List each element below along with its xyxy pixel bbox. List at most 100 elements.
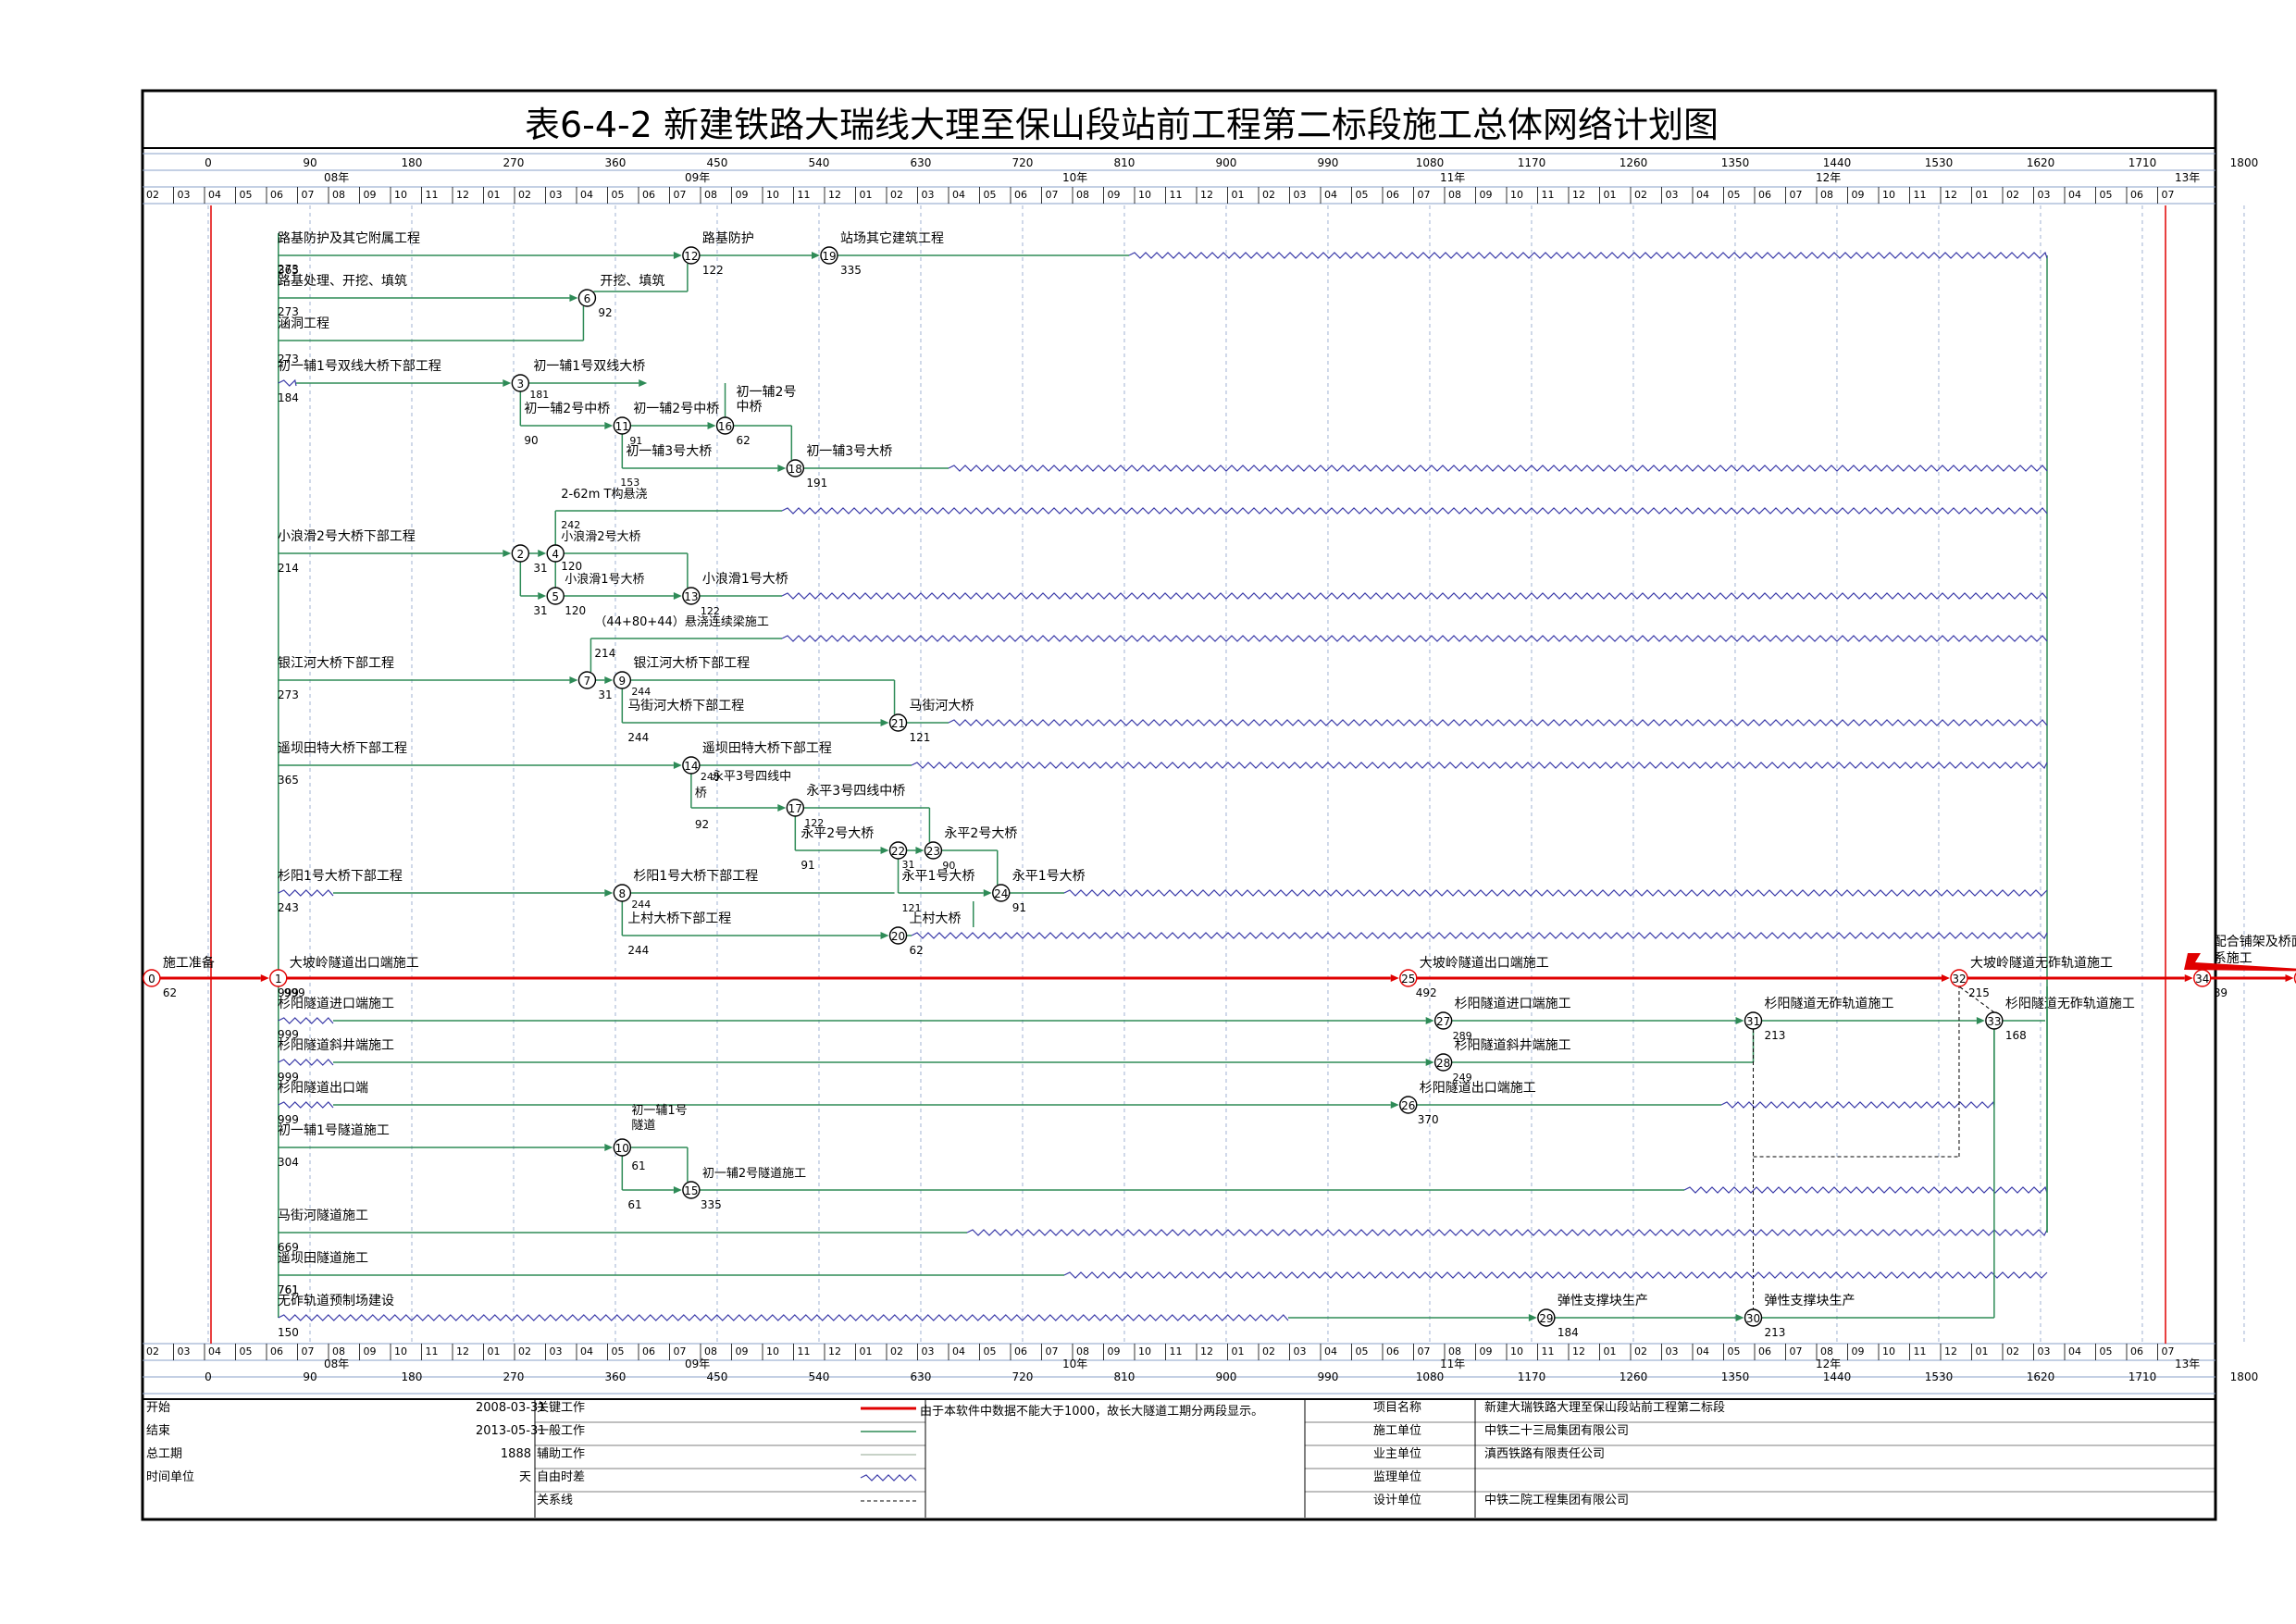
dur-lj1-top: 273 [278,263,299,276]
header-timeline-month-label: 03 [550,189,563,201]
footer-timeline-day-tick: 1080 [1416,1370,1445,1383]
dur-tg: 153 [620,477,639,489]
footer-timeline-day-tick: 1170 [1518,1370,1546,1383]
header-timeline-day-tick: 1350 [1721,156,1750,169]
work-label-work_c1: 初一辅1号双线大桥下部工程 [278,358,441,374]
work-label-work_30: 弹性支撑块生产 [1765,1294,1855,1308]
footer-timeline-month-label: 06 [642,1345,655,1357]
work-label-work_11a: 初一辅2号中桥 [633,401,719,416]
legend-note: 由于本软件中数据不能大于1000，故长大隧道工期分两段显示。 [920,1405,1264,1419]
footer-timeline-month-label: 11 [798,1345,811,1357]
footer-timeline-month-label: 02 [518,1345,531,1357]
arrow-22-23-head [915,847,925,854]
header-timeline-month-label: 04 [208,189,221,201]
footer-timeline-day-tick: 450 [707,1370,728,1383]
header-timeline-day-tick: 900 [1216,156,1237,169]
header-timeline-day-tick: 360 [605,156,627,169]
footer-timeline-year-label: 08年 [324,1357,349,1370]
line-type-critical: 关键工作 [537,1401,586,1415]
dur-mj: 244 [627,731,649,744]
float-wave-bat [1063,1271,2048,1279]
footer-timeline-month-label: 10 [394,1345,407,1357]
work-label-5: 小浪滑1号大桥 [565,573,644,587]
footer-timeline-month-label: 05 [240,1345,253,1357]
header-timeline-day-tick: 1440 [1823,156,1852,169]
header-timeline-year-label: 12年 [1816,171,1841,184]
node-circle [786,459,805,477]
float-wave-sy [278,889,334,897]
header-timeline-day-tick: 270 [503,156,525,169]
footer-timeline-month-label: 12 [456,1345,469,1357]
header-timeline-month-label: 07 [2162,189,2175,201]
node-number: 2 [517,548,525,561]
node-circle [682,756,701,775]
header-timeline-month-label: 01 [488,189,501,201]
work-label-work_23b: 永平1号大桥 [902,869,975,884]
info-val-project: 新建大瑞铁路大理至保山段站前工程第二标段 [1484,1401,1726,1415]
header-timeline-month-label: 07 [302,189,315,201]
header-timeline-month-label: 06 [1758,189,1771,201]
work-label-16b: 中桥 [737,400,763,415]
float-wave-sy2 [278,1101,334,1109]
dur-14b: 92 [695,818,709,831]
dur-hd: 273 [278,305,299,318]
header-timeline-year-label: 09年 [685,171,710,184]
dur-lx: 214 [594,647,615,660]
float-wave-13 [781,592,2048,600]
dur-20: 62 [910,944,924,957]
footer-timeline-month-label: 09 [364,1345,377,1357]
footer-timeline-month-label: 06 [2130,1345,2143,1357]
footer-timeline-month-label: 02 [2006,1345,2019,1357]
node-circle [1537,1308,1556,1327]
footer-timeline-day-tick: 0 [205,1370,212,1383]
work-label-work_28: 杉阳隧道斜井端施工 [1455,1038,1571,1053]
critical-arrow-0-1-head [260,974,269,982]
header-timeline-month-label: 12 [1572,189,1585,201]
footer-timeline-month-label: 05 [612,1345,625,1357]
work-label-work_31: 杉阳隧道无砟轨道施工 [1765,997,1894,1011]
float-wave-19 [1128,251,2048,259]
node-number: 16 [718,420,732,433]
node-circle [1744,1011,1763,1030]
dur-4b: 120 [561,560,582,573]
footer-timeline-month-label: 08 [1448,1345,1461,1357]
node-number: 12 [684,250,698,263]
dur-10: 61 [631,1159,645,1172]
node-number: 1 [275,973,282,986]
header-timeline-month-label: 02 [146,189,159,201]
header-timeline-month-label: 07 [1790,189,1803,201]
footer-timeline-month-label: 10 [1138,1345,1151,1357]
dur-3b: 90 [524,434,538,447]
header-timeline-day-tick: 630 [911,156,932,169]
footer-timeline-month-label: 03 [2038,1345,2051,1357]
float-wave-15 [1683,1185,2048,1194]
node-circle [613,416,632,435]
node-circle [1985,1011,2004,1030]
duration-label-25: 492 [1416,986,1437,999]
dur-27: 289 [1453,1030,1472,1042]
header-timeline-month-label: 11 [1914,189,1927,201]
dur-13: 122 [701,605,720,617]
dur-3a: 181 [529,389,549,401]
header-timeline-month-label: 05 [1728,189,1741,201]
header-timeline-day-tick: 720 [1012,156,1034,169]
work-label-25: 大坡岭隧道出口端施工 [1420,956,1549,971]
arrow-lj1-head [569,294,578,302]
dur-17: 122 [804,817,824,829]
footer-timeline-month-label: 05 [1728,1345,1741,1357]
float-wave-26 [1720,1100,1995,1109]
work-label-32: 大坡岭隧道无砟轨道施工 [1970,956,2113,971]
float-wave-tg [781,507,2048,514]
footer-timeline-day-tick: 1440 [1823,1370,1852,1383]
arrow-sc-head [880,932,889,939]
footer-timeline-month-label: 09 [1852,1345,1865,1357]
header-timeline-month-label: 01 [1976,189,1989,201]
node-number: 19 [822,250,836,263]
duration-label-prep: 62 [163,986,177,999]
node-number: 33 [1987,1015,2001,1028]
header-timeline-month-label: 09 [364,189,377,201]
header-timeline-month-label: 12 [828,189,841,201]
footer-timeline-day-tick: 630 [911,1370,932,1383]
footer-timeline-day-tick: 720 [1012,1370,1034,1383]
